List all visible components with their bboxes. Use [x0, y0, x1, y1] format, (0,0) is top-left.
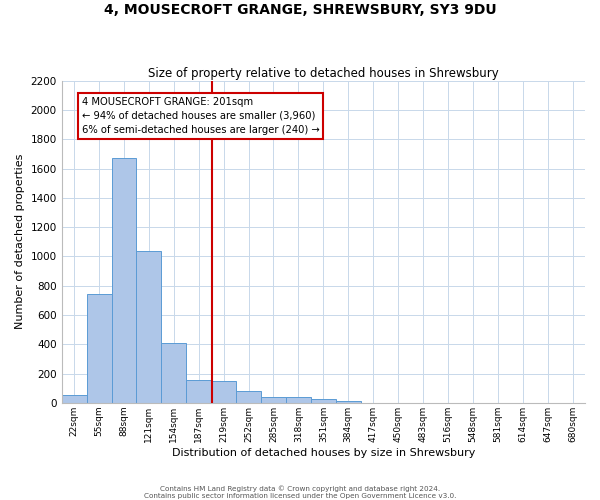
Bar	[186, 380, 211, 403]
Bar	[336, 400, 361, 403]
Bar	[62, 396, 86, 403]
Bar	[261, 397, 286, 403]
Text: Contains HM Land Registry data © Crown copyright and database right 2024.
Contai: Contains HM Land Registry data © Crown c…	[144, 486, 456, 499]
X-axis label: Distribution of detached houses by size in Shrewsbury: Distribution of detached houses by size …	[172, 448, 475, 458]
Bar	[136, 251, 161, 403]
Text: 4, MOUSECROFT GRANGE, SHREWSBURY, SY3 9DU: 4, MOUSECROFT GRANGE, SHREWSBURY, SY3 9D…	[104, 2, 496, 16]
Bar	[86, 294, 112, 403]
Bar	[112, 158, 136, 403]
Bar	[161, 343, 186, 403]
Bar	[211, 381, 236, 403]
Bar	[311, 399, 336, 403]
Bar	[286, 397, 311, 403]
Text: 4 MOUSECROFT GRANGE: 201sqm
← 94% of detached houses are smaller (3,960)
6% of s: 4 MOUSECROFT GRANGE: 201sqm ← 94% of det…	[82, 97, 319, 135]
Y-axis label: Number of detached properties: Number of detached properties	[15, 154, 25, 330]
Bar	[236, 391, 261, 403]
Title: Size of property relative to detached houses in Shrewsbury: Size of property relative to detached ho…	[148, 66, 499, 80]
